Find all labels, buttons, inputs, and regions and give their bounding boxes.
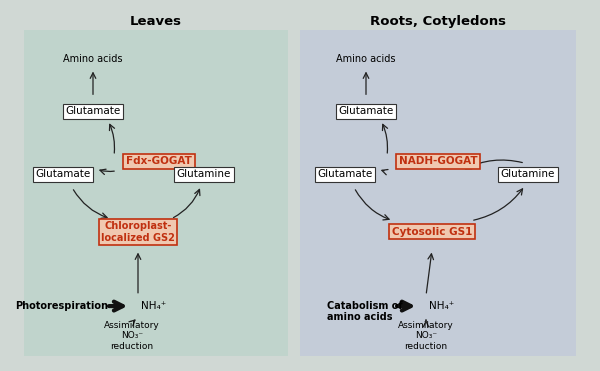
Text: Roots, Cotyledons: Roots, Cotyledons <box>370 15 506 28</box>
Text: Catabolism of
amino acids: Catabolism of amino acids <box>327 301 403 322</box>
Text: Assimilatory
NO₃⁻
reduction: Assimilatory NO₃⁻ reduction <box>104 321 160 351</box>
Text: Amino acids: Amino acids <box>336 55 396 64</box>
Text: Glutamate: Glutamate <box>317 170 373 179</box>
Text: Glutamate: Glutamate <box>35 170 91 179</box>
Text: Leaves: Leaves <box>130 15 182 28</box>
Text: Chloroplast-
localized GS2: Chloroplast- localized GS2 <box>101 221 175 243</box>
Text: Assimilatory
NO₃⁻
reduction: Assimilatory NO₃⁻ reduction <box>398 321 454 351</box>
Text: NH₄⁺: NH₄⁺ <box>141 301 166 311</box>
Text: Glutamine: Glutamine <box>501 170 555 179</box>
Bar <box>300 30 576 356</box>
Text: Glutamate: Glutamate <box>65 106 121 116</box>
Text: NADH-GOGAT: NADH-GOGAT <box>398 157 478 166</box>
Text: Glutamine: Glutamine <box>177 170 231 179</box>
Bar <box>24 30 288 356</box>
Text: Fdx-GOGAT: Fdx-GOGAT <box>126 157 192 166</box>
Text: Amino acids: Amino acids <box>63 55 123 64</box>
Text: Glutamate: Glutamate <box>338 106 394 116</box>
Text: Photorespiration: Photorespiration <box>15 301 108 311</box>
Text: Cytosolic GS1: Cytosolic GS1 <box>392 227 472 237</box>
Text: NH₄⁺: NH₄⁺ <box>429 301 454 311</box>
